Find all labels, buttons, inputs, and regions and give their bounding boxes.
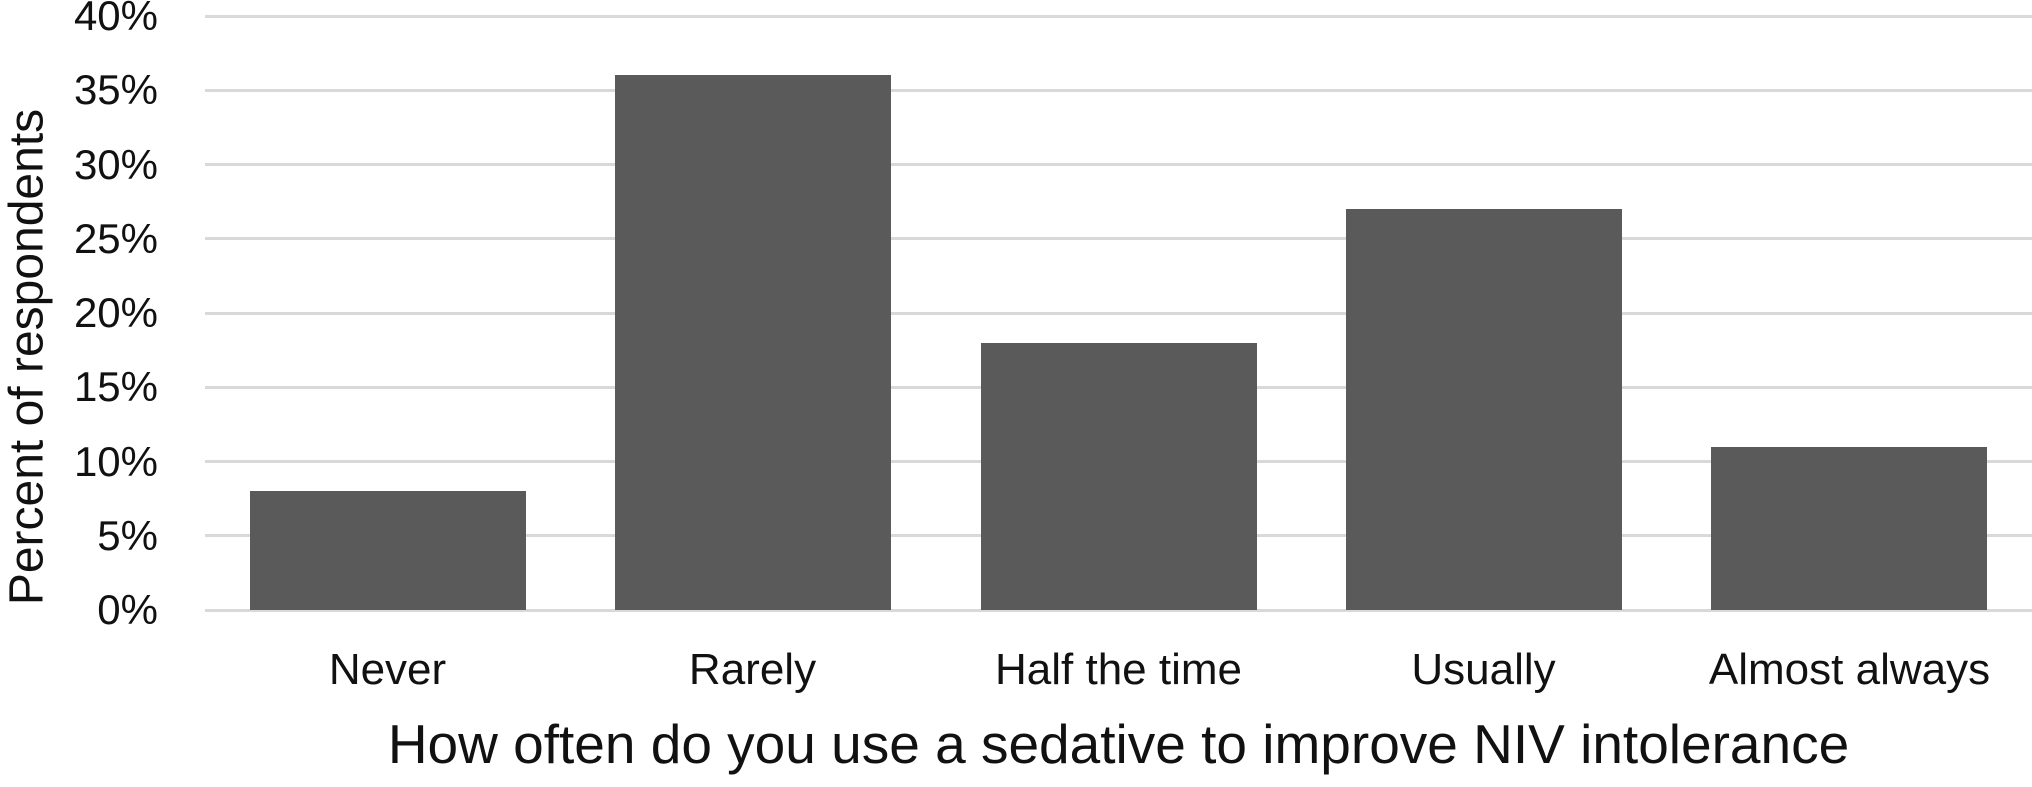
bar-half-the-time [981,342,1257,610]
gridline [205,163,2032,166]
gridline [205,14,2032,18]
x-axis-category-label: Rarely [688,645,817,694]
y-axis-tick-label: 35% [73,66,158,114]
x-axis-category-label: Almost always [1708,645,1991,694]
x-axis-title: How often do you use a sedative to impro… [387,713,1850,775]
bar-never [250,491,526,610]
y-axis-tick-label: 20% [73,289,158,336]
bar-usually [1346,209,1622,610]
y-axis-tick-label: 15% [73,363,158,411]
gridline [205,237,2032,241]
x-axis-category-label: Half the time [995,645,1242,694]
y-axis-tick-label: 0% [97,586,158,633]
bar-rarely [615,75,891,610]
gridline [205,608,2032,612]
x-axis-category-label: Usually [1411,645,1556,694]
y-axis-tick-label: 40% [73,0,158,39]
y-axis-tick-label: 25% [73,214,158,262]
bar-almost-always [1711,446,1987,610]
gridline [205,88,2032,92]
y-axis-tick-label: 5% [97,511,158,559]
gridline [205,311,2032,315]
y-axis-tick-label: 30% [73,140,158,188]
x-axis-category-label: Never [328,645,447,694]
y-axis-tick-label: 10% [73,437,158,485]
